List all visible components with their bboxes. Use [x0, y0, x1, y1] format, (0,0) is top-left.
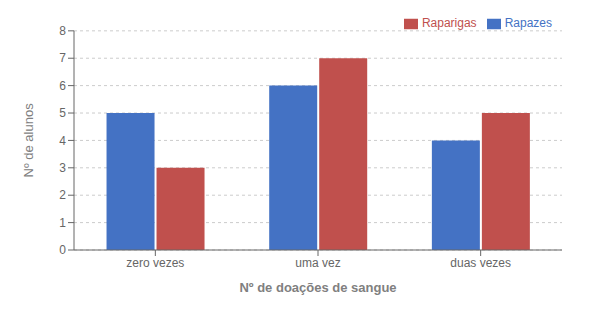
- svg-text:Nº de alunos: Nº de alunos: [21, 103, 36, 178]
- html-text:Raparigas: Raparigas: [421, 16, 477, 30]
- svg-text:zero vezes: zero vezes: [126, 256, 184, 270]
- svg-text:2: 2: [59, 188, 66, 202]
- svg-text:5: 5: [59, 106, 66, 120]
- html-text:Rapazes: Rapazes: [504, 16, 552, 30]
- svg-text:0: 0: [59, 243, 66, 257]
- svg-text:3: 3: [59, 161, 66, 175]
- svg-text:7: 7: [59, 51, 66, 65]
- svg-text:1: 1: [59, 216, 66, 230]
- svg-text:Nº de doações de sangue: Nº de doações de sangue: [239, 280, 396, 295]
- svg-text:4: 4: [59, 134, 66, 148]
- svg-text:uma vez: uma vez: [295, 256, 340, 270]
- svg-text:8: 8: [59, 24, 66, 38]
- svg-text:6: 6: [59, 79, 66, 93]
- svg-text:duas vezes: duas vezes: [450, 256, 511, 270]
